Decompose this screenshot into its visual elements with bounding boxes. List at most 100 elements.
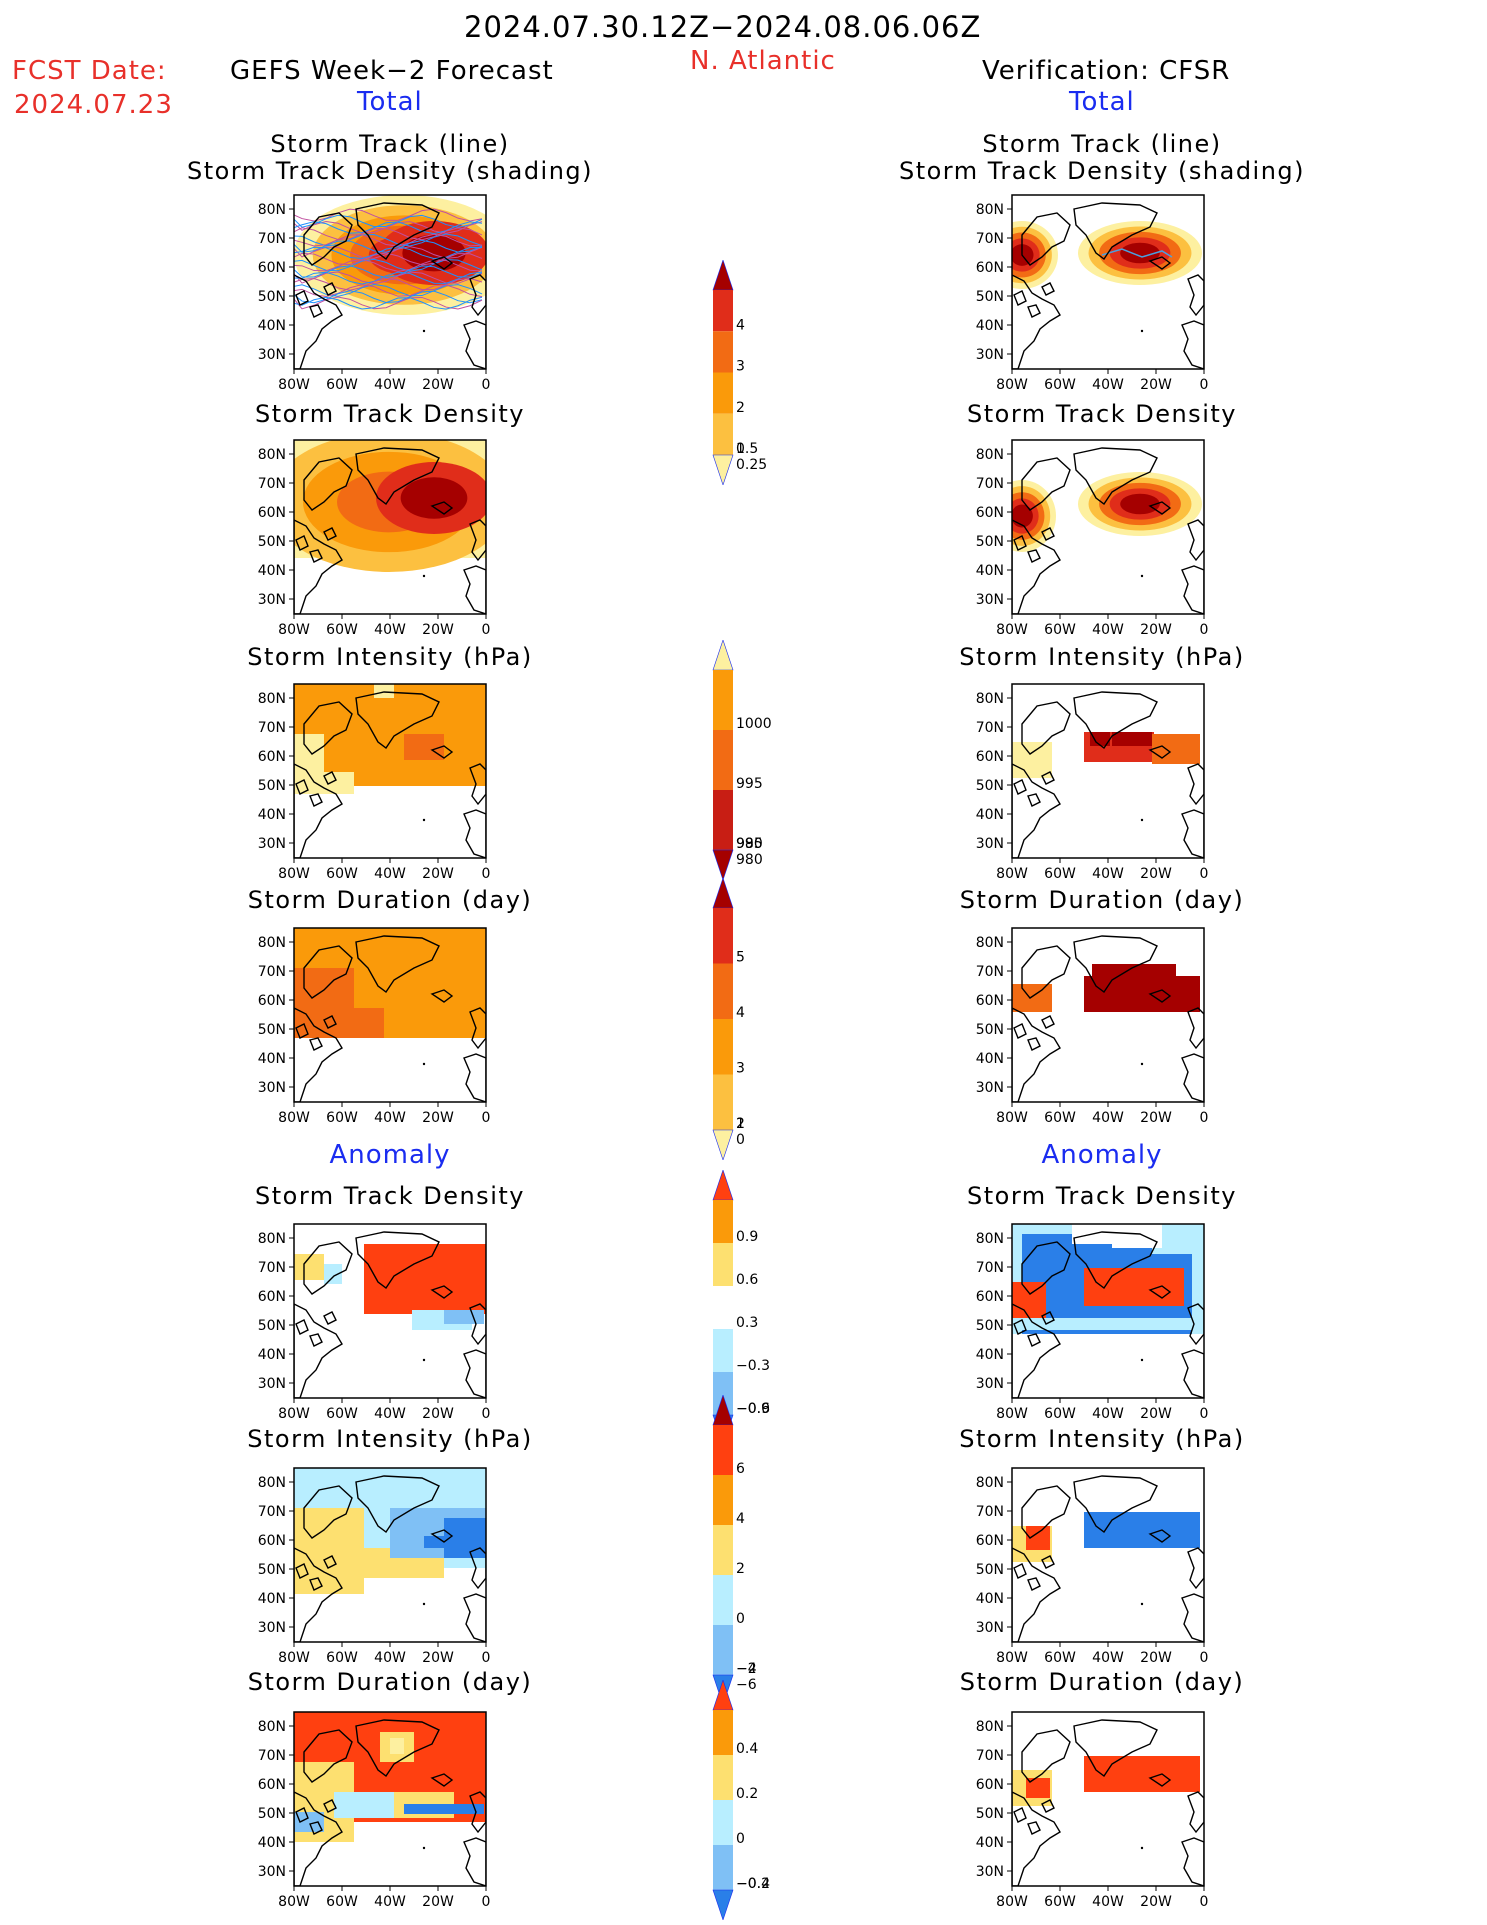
lat-tick-label: 50N <box>258 1806 286 1822</box>
colorbar-tick-label: −6 <box>736 1677 757 1693</box>
right-duration-title: Storm Duration (day) <box>959 886 1245 914</box>
colorbar-tick-label: 4 <box>736 317 745 333</box>
right-track-title-1: Storm Track (line) <box>982 130 1222 158</box>
lat-tick-label: 70N <box>258 1748 286 1764</box>
lat-tick-label: 60N <box>976 749 1004 765</box>
lat-tick-label: 60N <box>258 993 286 1009</box>
lat-tick-label: 60N <box>976 505 1004 521</box>
lon-tick-label: 0 <box>1200 622 1209 638</box>
lat-tick-label: 80N <box>976 447 1004 463</box>
lat-tick-label: 80N <box>258 691 286 707</box>
lon-tick-label: 80W <box>278 622 310 638</box>
lat-tick-label: 30N <box>976 836 1004 852</box>
lat-tick-label: 30N <box>258 1080 286 1096</box>
colorbar-tick-label: −0.4 <box>736 1876 770 1892</box>
colorbar-tick-label: 3 <box>736 359 745 375</box>
lat-tick-label: 40N <box>976 563 1004 579</box>
lon-tick-label: 0 <box>1200 1894 1209 1910</box>
lon-tick-label: 0 <box>482 1650 491 1666</box>
lon-tick-label: 20W <box>1140 1110 1172 1126</box>
lon-tick-label: 60W <box>326 1650 358 1666</box>
lon-tick-label: 0 <box>1200 1406 1209 1422</box>
colorbar-tick-label: 4 <box>736 1511 745 1527</box>
forecast-track-line-map: 80N 70N 60N 50N 40N 30N 80W 60W 40W 20W 0 <box>258 194 490 393</box>
lat-tick-label: 70N <box>258 964 286 980</box>
lon-tick-label: 80W <box>278 377 310 393</box>
forecast-intensity-anomaly-map: 80N 70N 60N 50N 40N 30N 80W 60W 40W 20W 0 <box>258 1467 491 1666</box>
lon-tick-label: 20W <box>1140 377 1172 393</box>
lon-tick-label: 40W <box>1092 1406 1124 1422</box>
lat-tick-label: 50N <box>258 1022 286 1038</box>
colorbar-tick-label: 1 <box>736 1116 745 1132</box>
forecast-density-anomaly-map: 80N 70N 60N 50N 40N 30N 80W 60W 40W 20W 0 <box>258 1223 491 1422</box>
colorbar-tick-label: 5 <box>736 950 745 966</box>
lat-tick-label: 30N <box>258 1864 286 1880</box>
lat-tick-label: 80N <box>258 1231 286 1247</box>
lat-tick-label: 70N <box>976 964 1004 980</box>
left-intensity-anomaly-title: Storm Intensity (hPa) <box>247 1425 533 1453</box>
lon-tick-label: 80W <box>996 1110 1028 1126</box>
left-total-label: Total <box>357 87 423 117</box>
lon-tick-label: 0 <box>482 1406 491 1422</box>
lon-tick-label: 80W <box>996 377 1028 393</box>
lat-tick-label: 60N <box>976 993 1004 1009</box>
lon-tick-label: 40W <box>374 1406 406 1422</box>
lon-tick-label: 0 <box>482 622 491 638</box>
lat-tick-label: 60N <box>976 1533 1004 1549</box>
lat-tick-label: 40N <box>976 1051 1004 1067</box>
colorbar-tick-label: −0.9 <box>736 1401 770 1417</box>
lon-tick-label: 0 <box>1200 1110 1209 1126</box>
lat-tick-label: 60N <box>258 260 286 276</box>
lon-tick-label: 60W <box>326 1406 358 1422</box>
lat-tick-label: 70N <box>258 1260 286 1276</box>
lat-tick-label: 80N <box>258 447 286 463</box>
fcst-date-label: FCST Date: <box>12 56 167 86</box>
lat-tick-label: 30N <box>976 1080 1004 1096</box>
colorbar-tick-label: −4 <box>736 1661 757 1677</box>
left-density-anomaly-title: Storm Track Density <box>255 1182 525 1210</box>
lon-tick-label: 0 <box>482 866 491 882</box>
lat-tick-label: 40N <box>258 1347 286 1363</box>
colorbar-tick-label: 0.2 <box>736 1786 758 1802</box>
colorbar-tick-label: 3 <box>736 1061 745 1077</box>
colorbar-tick-label: 990 <box>736 836 763 852</box>
colorbar-tick-label: 0.6 <box>736 1272 758 1288</box>
colorbar-tick-label: 980 <box>736 852 763 868</box>
lon-tick-label: 60W <box>326 377 358 393</box>
lon-tick-label: 0 <box>1200 866 1209 882</box>
lat-tick-label: 50N <box>258 778 286 794</box>
density-anomaly-colorbar: 0.9 0.6 0.3 −0.3 −0.6−0.9 <box>712 1170 770 1445</box>
lat-tick-label: 50N <box>976 1562 1004 1578</box>
lat-tick-label: 40N <box>258 1051 286 1067</box>
lat-tick-label: 60N <box>258 1533 286 1549</box>
colorbar-tick-label: 6 <box>736 1461 745 1477</box>
lon-tick-label: 60W <box>1044 622 1076 638</box>
lon-tick-label: 60W <box>1044 377 1076 393</box>
lon-tick-label: 80W <box>278 866 310 882</box>
lon-tick-label: 40W <box>374 866 406 882</box>
right-column-title: Verification: CFSR <box>982 56 1231 86</box>
lon-tick-label: 80W <box>278 1110 310 1126</box>
lon-tick-label: 60W <box>326 1110 358 1126</box>
lat-tick-label: 70N <box>258 231 286 247</box>
lat-tick-label: 30N <box>258 347 286 363</box>
left-duration-anomaly-title: Storm Duration (day) <box>247 1668 533 1696</box>
lon-tick-label: 40W <box>374 1650 406 1666</box>
lon-tick-label: 80W <box>996 1650 1028 1666</box>
lat-tick-label: 50N <box>976 1318 1004 1334</box>
lat-tick-label: 50N <box>258 1562 286 1578</box>
map-shading <box>1012 221 1202 289</box>
left-duration-title: Storm Duration (day) <box>247 886 533 914</box>
lon-tick-label: 60W <box>1044 1650 1076 1666</box>
lon-tick-label: 20W <box>422 866 454 882</box>
colorbar-tick-label: 0 <box>736 1611 745 1627</box>
lat-tick-label: 80N <box>258 1475 286 1491</box>
map-shading <box>294 684 486 794</box>
lat-tick-label: 80N <box>258 202 286 218</box>
colorbar-tick-label: −0.2 <box>736 1876 770 1892</box>
colorbar-tick-label: 995 <box>736 776 763 792</box>
map-shading <box>1012 1512 1200 1562</box>
lat-tick-label: 70N <box>258 1504 286 1520</box>
lat-tick-label: 30N <box>976 1620 1004 1636</box>
